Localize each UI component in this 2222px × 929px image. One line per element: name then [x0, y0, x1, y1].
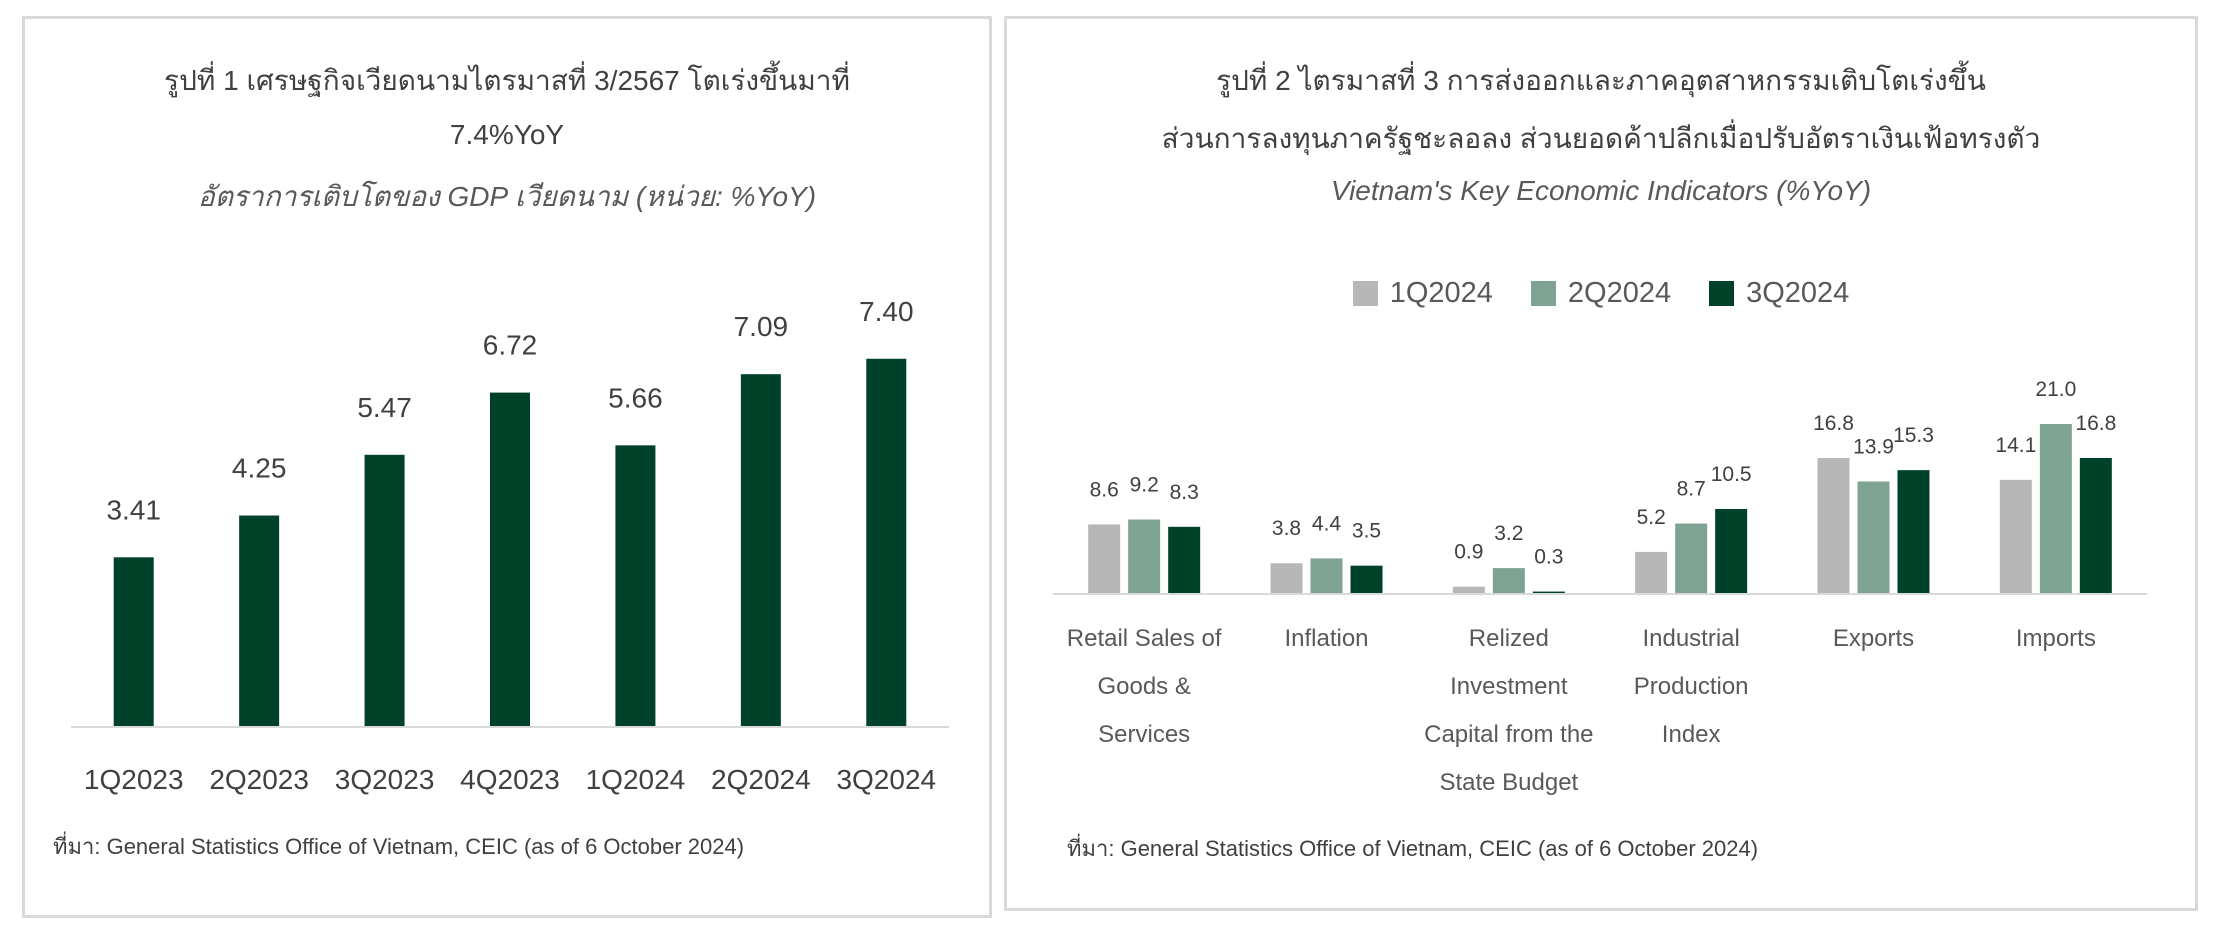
figure-2-panel: รูปที่ 2 ไตรมาสที่ 3 การส่งออกและภาคอุตส… [1004, 16, 2198, 911]
figure-2-source-note: ที่มา: General Statistics Office of Viet… [1067, 836, 1759, 861]
legend-swatch [1530, 281, 1556, 306]
legend-label: 2Q2024 [1567, 277, 1672, 309]
indicator-bar [2079, 458, 2112, 594]
figure-1-title-line-1: รูปที่ 1 เศรษฐกิจเวียดนามไตรมาสที่ 3/256… [164, 65, 850, 96]
gdp-category-label: 3Q2023 [335, 764, 435, 795]
gdp-category-label: 1Q2024 [586, 764, 686, 795]
indicator-bar [2039, 424, 2072, 594]
figure-1-source-note: ที่มา: General Statistics Office of Viet… [53, 834, 745, 859]
gdp-bar-value-label: 4.25 [232, 453, 287, 484]
indicator-bar-value-label: 9.2 [1130, 474, 1159, 497]
indicator-bar-value-label: 15.3 [1893, 424, 1934, 447]
indicator-category-label: Services [1098, 721, 1190, 748]
figure-1-title-line-2: 7.4%YoY [449, 119, 565, 150]
indicator-category-label: Investment [1450, 673, 1568, 700]
key-indicators-bar-chart: 8.6 9.2 8.3 Retail Sales of Goods & Services 3… [1053, 378, 2147, 796]
gdp-bar-value-label: 5.66 [608, 382, 663, 413]
indicator-bar [1817, 458, 1850, 594]
indicator-category-label: Relized [1469, 625, 1549, 652]
indicator-category-label: Index [1662, 721, 1721, 748]
figure-1-panel: รูปที่ 1 เศรษฐกิจเวียดนามไตรมาสที่ 3/256… [22, 16, 992, 918]
indicator-bar [1532, 591, 1565, 594]
indicator-category-label: Retail Sales of [1067, 625, 1222, 652]
indicator-bar-value-label: 0.9 [1454, 541, 1483, 564]
indicator-bar-value-label: 21.0 [2035, 378, 2076, 401]
indicator-bar-value-label: 5.2 [1637, 506, 1666, 529]
indicator-category-label: Industrial [1642, 625, 1739, 652]
indicator-category-label: State Budget [1439, 769, 1578, 796]
gdp-category-label: 2Q2024 [711, 764, 811, 795]
indicator-category-label: Inflation [1284, 625, 1368, 652]
indicator-bar [1492, 568, 1525, 594]
legend-swatch [1352, 281, 1378, 306]
legend-item: 1Q2024 [1352, 277, 1493, 310]
gdp-bar [490, 392, 530, 727]
gdp-category-label: 1Q2023 [84, 764, 184, 795]
gdp-category-label: 3Q2024 [836, 764, 936, 795]
figure-2-title-line-2: ส่วนการลงทุนภาครัฐชะลอลง ส่วนยอดค้าปลีกเ… [1161, 123, 2041, 154]
indicator-bar [1350, 565, 1383, 594]
indicator-bar-value-label: 3.2 [1494, 522, 1523, 545]
indicator-category-label: Exports [1833, 625, 1914, 652]
indicator-category-label: Production [1634, 673, 1749, 700]
gdp-bar [364, 454, 405, 727]
gdp-bar-value-label: 7.09 [734, 311, 789, 342]
indicator-bar-value-label: 10.5 [1711, 463, 1752, 486]
gdp-bar [239, 515, 280, 727]
indicator-bar [1857, 481, 1890, 594]
figure-1-subtitle: อัตราการเติบโตของ GDP เวียดนาม (หน่วย: %… [197, 181, 817, 212]
gdp-bar [615, 445, 656, 727]
gdp-bar-value-label: 6.72 [483, 330, 538, 361]
indicator-bar-value-label: 8.3 [1170, 481, 1199, 504]
indicator-bar-value-label: 3.8 [1272, 517, 1301, 540]
indicator-bar [1675, 523, 1708, 594]
indicator-category-label: Imports [2016, 625, 2096, 652]
gdp-category-label: 4Q2023 [460, 764, 560, 795]
legend-item: 2Q2024 [1530, 277, 1672, 310]
indicator-bar-value-label: 8.7 [1677, 478, 1706, 501]
indicator-bar [1310, 558, 1343, 594]
gdp-bar-value-label: 3.41 [106, 494, 161, 525]
indicator-bar [1715, 509, 1748, 594]
gdp-bar [866, 358, 907, 727]
indicator-bar [1452, 586, 1485, 594]
figure-2-subtitle: Vietnam's Key Economic Indicators (%YoY) [1330, 175, 1872, 206]
indicator-bar-value-label: 3.5 [1352, 520, 1381, 543]
gdp-bar [113, 557, 154, 727]
figure-2-title-line-1: รูปที่ 2 ไตรมาสที่ 3 การส่งออกและภาคอุตส… [1216, 65, 1986, 96]
indicator-category-label: Goods & [1097, 673, 1190, 700]
legend-item: 3Q2024 [1709, 277, 1849, 310]
gdp-bar-value-label: 7.40 [859, 296, 914, 327]
indicator-category-label: Capital from the [1424, 721, 1593, 748]
figure-2-legend: 1Q2024 2Q2024 3Q2024 [1007, 277, 2195, 310]
indicator-bar-value-label: 13.9 [1853, 435, 1894, 458]
indicator-bar [1128, 519, 1161, 594]
indicator-bar-value-label: 4.4 [1312, 512, 1342, 535]
indicator-bar [1635, 551, 1668, 594]
indicator-bar-value-label: 0.3 [1534, 546, 1563, 569]
legend-label: 3Q2024 [1746, 277, 1850, 309]
indicator-bar-value-label: 8.6 [1090, 478, 1119, 501]
indicator-bar [1999, 479, 2032, 594]
indicator-bar-value-label: 16.8 [2075, 412, 2116, 435]
indicator-bar-value-label: 16.8 [1813, 412, 1854, 435]
indicator-bar [1168, 526, 1201, 594]
indicator-bar-value-label: 14.1 [1995, 434, 2036, 457]
indicator-bar [1088, 524, 1121, 594]
indicator-bar [1270, 563, 1303, 594]
gdp-bar [740, 374, 781, 727]
legend-label: 1Q2024 [1389, 277, 1493, 309]
indicator-bar [1897, 470, 1930, 594]
legend-swatch [1709, 281, 1735, 306]
gdp-bar-value-label: 5.47 [357, 392, 412, 423]
gdp-growth-bar-chart: 3.41 1Q2023 4.25 2Q2023 5.47 3Q2023 6.72 4Q2023… [71, 296, 949, 795]
gdp-category-label: 2Q2023 [209, 764, 309, 795]
